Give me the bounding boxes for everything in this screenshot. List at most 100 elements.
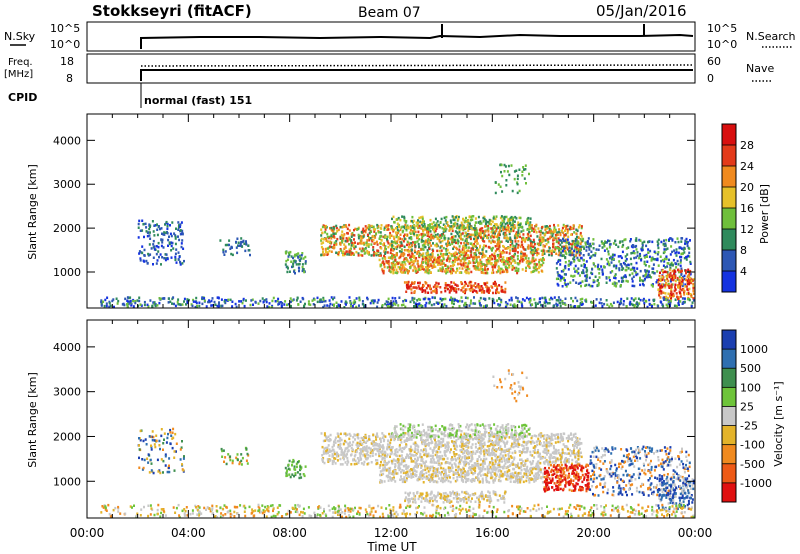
echo-cell xyxy=(304,465,307,468)
echo-cell xyxy=(402,229,405,233)
echo-cell xyxy=(303,270,306,274)
echo-cell xyxy=(575,254,578,257)
echo-cell xyxy=(481,250,484,254)
echo-cell xyxy=(430,258,433,262)
echo-cell xyxy=(515,233,517,236)
echo-cell xyxy=(569,253,572,257)
echo-cell xyxy=(630,262,633,266)
echo-cell xyxy=(424,228,427,231)
echo-cell xyxy=(473,284,475,287)
echo-cell xyxy=(168,242,171,246)
echo-cell xyxy=(148,243,151,246)
echo-cell xyxy=(475,265,478,269)
echo-cell xyxy=(368,236,370,240)
echo-cell xyxy=(652,263,655,266)
echo-cell xyxy=(557,433,559,436)
echo-cell xyxy=(409,228,412,232)
echo-cell xyxy=(404,305,407,309)
echo-cell xyxy=(428,241,431,245)
echo-cell xyxy=(397,304,400,307)
echo-cell xyxy=(675,248,678,251)
echo-cell xyxy=(548,253,551,257)
echo-cell xyxy=(153,224,156,227)
echo-cell xyxy=(458,267,461,270)
echo-cell xyxy=(520,250,523,254)
echo-cell xyxy=(470,255,473,258)
echo-cell xyxy=(557,299,560,302)
echo-cell xyxy=(231,305,234,308)
echo-cell xyxy=(602,265,605,268)
echo-cell xyxy=(186,298,189,301)
echo-cell xyxy=(100,300,103,304)
echo-cell xyxy=(419,248,422,251)
echo-cell xyxy=(513,177,516,181)
echo-cell xyxy=(295,465,298,469)
echo-cell xyxy=(529,246,532,250)
echo-cell xyxy=(339,243,342,246)
echo-cell xyxy=(400,241,403,244)
echo-cell xyxy=(355,297,358,300)
echo-cell xyxy=(445,215,448,219)
echo-cell xyxy=(396,226,399,229)
echo-cell xyxy=(692,287,695,290)
echo-cell xyxy=(483,218,486,221)
echo-cell xyxy=(448,229,451,232)
echo-cell xyxy=(441,266,444,269)
echo-cell xyxy=(391,265,394,269)
echo-cell xyxy=(423,223,426,226)
echo-cell xyxy=(257,302,260,305)
echo-cell xyxy=(464,226,467,230)
echo-cell xyxy=(342,250,345,253)
echo-cell xyxy=(669,253,672,256)
echo-cell xyxy=(465,288,468,291)
echo-cell xyxy=(576,299,579,303)
echo-cell xyxy=(222,449,225,452)
echo-cell xyxy=(531,254,534,257)
echo-cell xyxy=(167,301,170,304)
echo-cell xyxy=(635,239,638,242)
echo-cell xyxy=(491,271,494,275)
echo-cell xyxy=(288,473,291,476)
echo-cell xyxy=(522,166,525,169)
echo-cell xyxy=(249,253,251,257)
echo-cell xyxy=(223,460,225,463)
echo-cell xyxy=(413,266,416,269)
echo-cell xyxy=(566,246,569,250)
echo-cell xyxy=(532,256,535,260)
echo-cell xyxy=(452,259,455,263)
echo-cell xyxy=(439,263,442,266)
echo-cell xyxy=(572,435,575,438)
echo-cell xyxy=(465,216,467,220)
echo-cell xyxy=(411,230,414,233)
echo-cell xyxy=(551,249,554,252)
echo-cell xyxy=(527,235,530,238)
echo-cell xyxy=(572,305,575,308)
echo-cell xyxy=(231,461,234,465)
echo-cell xyxy=(479,227,482,231)
echo-cell xyxy=(659,300,662,303)
echo-cell xyxy=(323,253,326,257)
echo-cell xyxy=(429,271,432,274)
echo-cell xyxy=(287,303,290,306)
echo-cell xyxy=(429,287,432,290)
echo-cell xyxy=(667,292,670,295)
echo-cell xyxy=(471,215,474,218)
echo-cell xyxy=(601,246,604,249)
echo-cell xyxy=(165,231,168,234)
echo-cell xyxy=(293,259,296,262)
echo-cell xyxy=(615,243,618,246)
echo-cell xyxy=(424,432,426,435)
echo-cell xyxy=(486,289,489,293)
echo-cell xyxy=(473,296,475,299)
echo-cell xyxy=(601,270,604,274)
echo-cell xyxy=(581,297,584,301)
echo-cell xyxy=(326,235,329,239)
echo-cell xyxy=(505,226,508,229)
echo-cell xyxy=(646,275,649,279)
echo-cell xyxy=(416,240,419,243)
echo-cell xyxy=(517,263,520,266)
echo-cell xyxy=(511,218,514,222)
echo-cell xyxy=(494,226,496,229)
echo-cell xyxy=(396,240,399,243)
echo-cell xyxy=(444,282,447,285)
